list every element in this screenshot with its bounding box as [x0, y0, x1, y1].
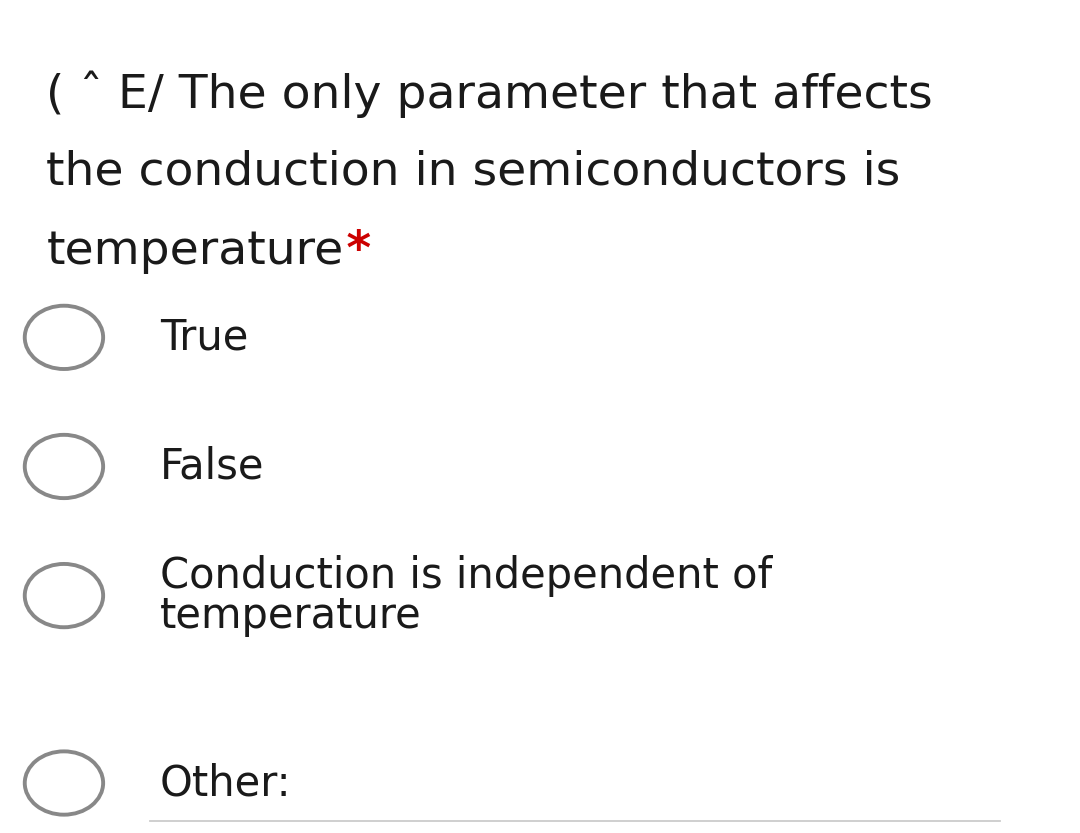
Text: True: True [160, 317, 248, 358]
Text: *: * [330, 229, 372, 274]
Text: Conduction is independent of: Conduction is independent of [160, 555, 772, 596]
Text: ( ˆ E/ The only parameter that affects: ( ˆ E/ The only parameter that affects [46, 71, 933, 118]
Text: Other:: Other: [160, 762, 292, 804]
Text: temperature: temperature [46, 229, 343, 274]
Text: the conduction in semiconductors is: the conduction in semiconductors is [46, 150, 901, 195]
Text: temperature: temperature [160, 595, 421, 636]
Text: False: False [160, 446, 265, 487]
